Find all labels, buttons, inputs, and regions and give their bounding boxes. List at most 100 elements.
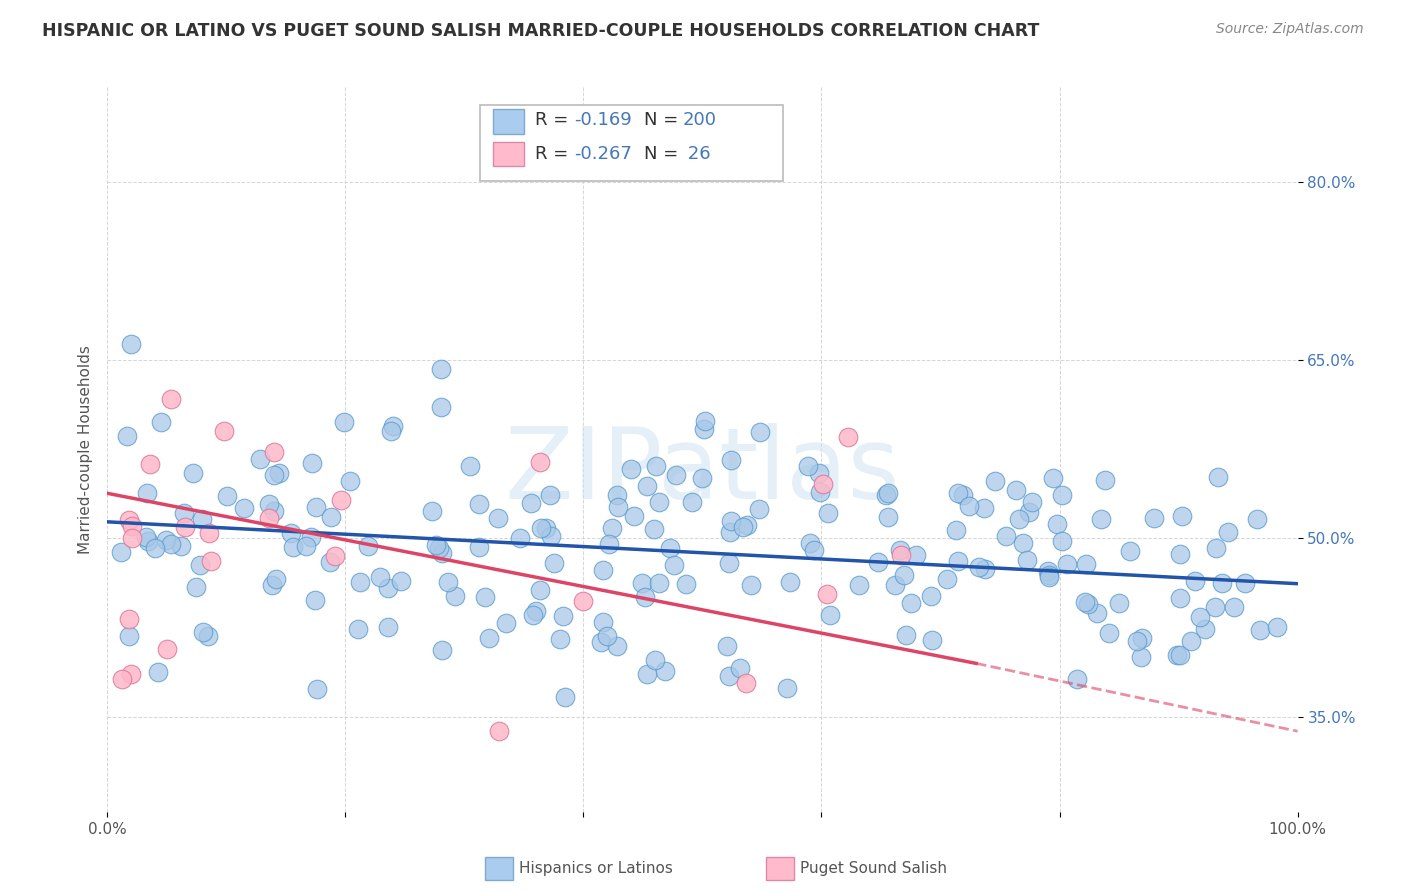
Point [377,581,399,595]
Point [200,554,222,568]
Point [1206,469,1229,483]
Point [1021,495,1043,509]
Point [692,422,714,436]
Point [259,510,281,524]
Point [534,521,557,535]
Point [305,500,328,514]
Text: N =: N = [644,145,685,163]
Point [571,594,593,608]
Point [436,574,458,589]
Point [720,453,742,467]
Point [197,629,219,643]
Point [718,524,741,539]
Point [121,519,143,533]
Point [749,425,772,439]
Point [665,468,688,483]
Point [1216,524,1239,539]
Point [900,597,922,611]
Point [883,578,905,592]
Point [136,533,159,548]
Point [1004,483,1026,498]
Point [799,535,821,549]
Y-axis label: Married-couple Households: Married-couple Households [79,345,93,554]
Point [118,513,141,527]
Point [468,498,491,512]
Point [339,474,361,488]
Point [430,362,453,376]
Text: -0.267: -0.267 [574,145,631,163]
Point [803,542,825,557]
Point [1189,610,1212,624]
Point [690,471,713,485]
Point [550,632,572,646]
Point [117,429,139,443]
Point [1180,633,1202,648]
Point [263,504,285,518]
Point [249,452,271,467]
Point [370,570,392,584]
Point [848,578,870,592]
Point [332,415,354,429]
Point [488,724,510,739]
Point [120,337,142,351]
Point [675,577,697,591]
Point [606,639,628,653]
Point [1074,595,1097,609]
Point [875,488,897,502]
Point [983,474,1005,488]
Point [1046,517,1069,532]
Point [524,604,547,618]
Point [267,466,290,480]
Point [607,500,630,514]
Point [1038,564,1060,578]
Point [720,514,742,528]
Text: Puget Sound Salish: Puget Sound Salish [800,862,948,876]
Point [1018,505,1040,519]
Point [319,510,342,524]
Point [817,506,839,520]
Point [636,479,658,493]
Point [118,612,141,626]
Point [432,643,454,657]
Text: R =: R = [534,112,574,129]
Point [815,587,838,601]
Point [330,493,353,508]
Text: HISPANIC OR LATINO VS PUGET SOUND SALISH MARRIED-COUPLE HOUSEHOLDS CORRELATION C: HISPANIC OR LATINO VS PUGET SOUND SALISH… [42,22,1039,40]
Point [520,496,543,510]
Point [681,495,703,509]
Point [1130,631,1153,645]
Point [1233,576,1256,591]
Point [644,653,666,667]
Point [136,486,159,500]
Point [779,574,801,589]
Point [920,589,942,603]
Point [159,392,181,407]
Point [191,625,214,640]
Point [1166,648,1188,662]
Point [1015,553,1038,567]
Point [748,502,770,516]
Point [1008,512,1031,526]
Point [156,642,179,657]
Point [662,558,685,572]
Point [1098,625,1121,640]
Point [389,574,412,588]
Point [420,503,443,517]
Point [648,576,671,591]
Point [716,639,738,653]
Point [170,539,193,553]
Point [257,496,280,510]
Point [377,620,399,634]
Point [149,416,172,430]
Point [623,509,645,524]
Point [111,672,134,686]
Point [1170,508,1192,523]
Point [155,533,177,547]
Point [118,629,141,643]
Text: 200: 200 [682,112,716,129]
Point [304,593,326,607]
Point [295,540,318,554]
Point [260,578,283,592]
Point [1090,512,1112,526]
Point [478,632,501,646]
